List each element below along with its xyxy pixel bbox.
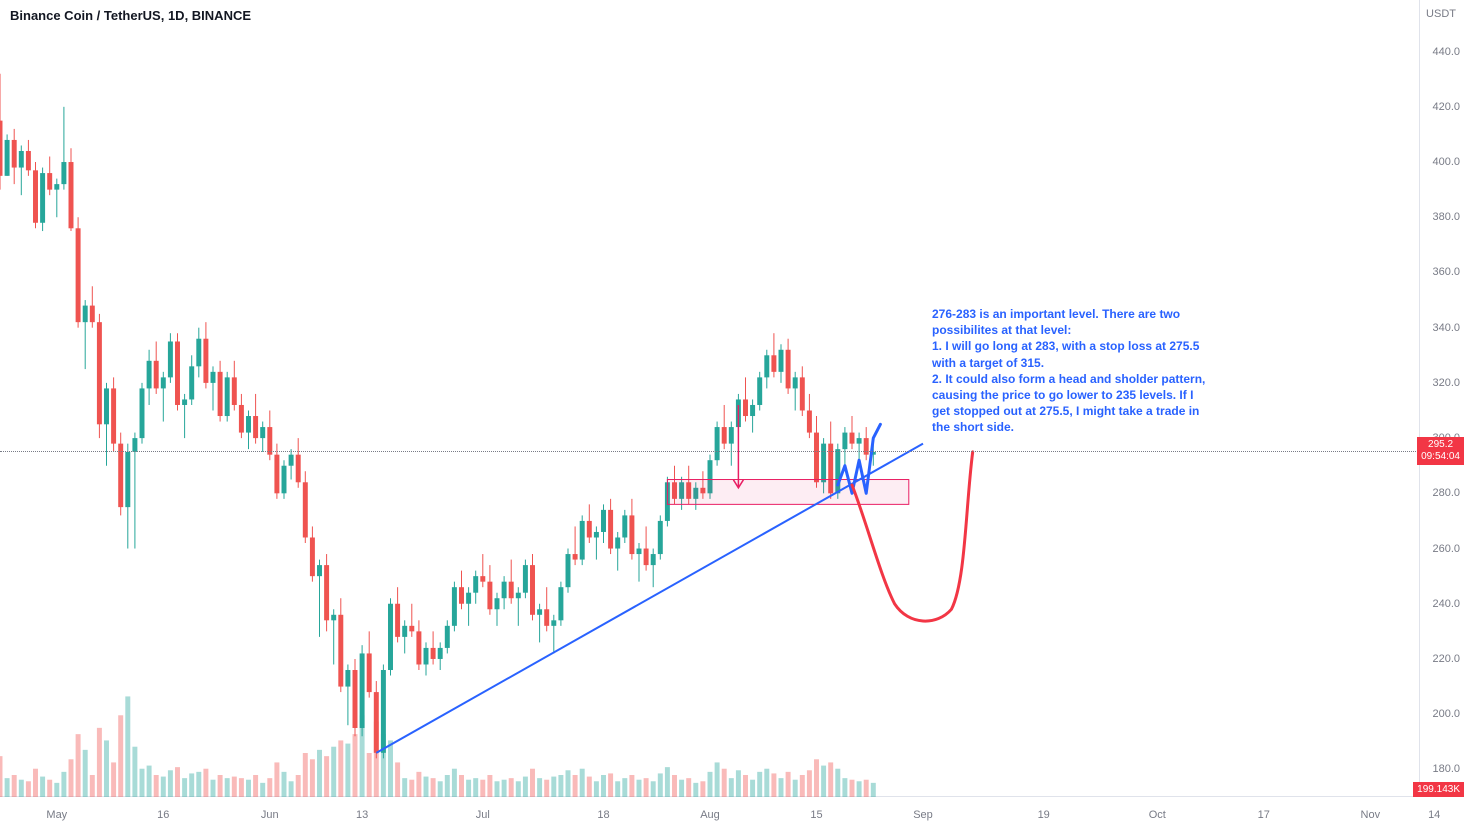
- x-axis: May16Jun13Jul18Aug15Sep19Oct17Nov14: [0, 797, 1420, 837]
- y-tick: 200.0: [1432, 708, 1460, 720]
- y-tick: 280.0: [1432, 487, 1460, 499]
- y-tick: 420.0: [1432, 101, 1460, 113]
- chart-title: Binance Coin / TetherUS, 1D, BINANCE: [10, 8, 251, 23]
- x-tick: Nov: [1361, 809, 1381, 821]
- y-tick: 380.0: [1432, 211, 1460, 223]
- annotation-text: 276-283 is an important level. There are…: [932, 306, 1252, 436]
- x-tick: 15: [810, 809, 822, 821]
- y-tick: 440.0: [1432, 46, 1460, 58]
- y-tick: 360.0: [1432, 266, 1460, 278]
- x-tick: 19: [1038, 809, 1050, 821]
- plot-area[interactable]: 276-283 is an important level. There are…: [0, 0, 1420, 797]
- current-price-badge: 295.2 09:54:04: [1417, 437, 1464, 465]
- y-tick: 180.0: [1432, 763, 1460, 775]
- volume-badge: 199.143K: [1413, 782, 1464, 797]
- x-tick: 17: [1258, 809, 1270, 821]
- y-axis-label: USDT: [1426, 8, 1456, 20]
- x-tick: Jul: [476, 809, 490, 821]
- x-tick: Oct: [1149, 809, 1166, 821]
- y-axis: USDT 180.0200.0220.0240.0260.0280.0300.0…: [1420, 0, 1464, 797]
- y-tick: 400.0: [1432, 156, 1460, 168]
- y-tick: 340.0: [1432, 322, 1460, 334]
- x-tick: 16: [157, 809, 169, 821]
- x-tick: 18: [597, 809, 609, 821]
- chart-container: Binance Coin / TetherUS, 1D, BINANCE 276…: [0, 0, 1464, 837]
- y-tick: 260.0: [1432, 543, 1460, 555]
- x-tick: 13: [356, 809, 368, 821]
- x-tick: Jun: [261, 809, 279, 821]
- x-tick: 14: [1428, 809, 1440, 821]
- x-tick: Sep: [913, 809, 933, 821]
- y-tick: 220.0: [1432, 653, 1460, 665]
- y-tick: 240.0: [1432, 598, 1460, 610]
- current-price-value: 295.2: [1421, 439, 1460, 451]
- x-tick: May: [46, 809, 67, 821]
- y-tick: 320.0: [1432, 377, 1460, 389]
- current-price-line: [0, 451, 1420, 452]
- x-tick: Aug: [700, 809, 720, 821]
- current-price-countdown: 09:54:04: [1421, 451, 1460, 463]
